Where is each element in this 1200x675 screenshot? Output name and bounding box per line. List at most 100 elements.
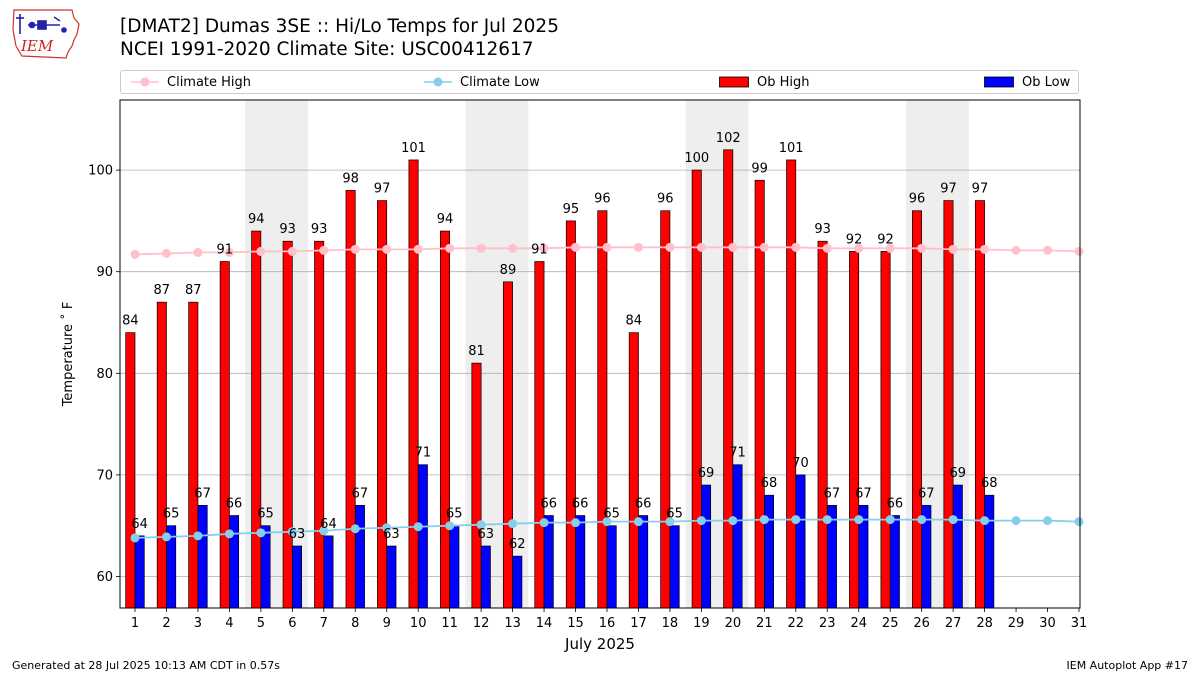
ob-high-label: 96 bbox=[657, 192, 674, 207]
x-tick-label: 22 bbox=[788, 616, 805, 631]
x-tick-label: 9 bbox=[383, 616, 391, 631]
x-axis-label: July 2025 bbox=[564, 635, 635, 653]
x-tick-label: 14 bbox=[536, 616, 553, 631]
ob-low-label: 68 bbox=[761, 476, 778, 491]
y-axis-label: Temperature ˚ F bbox=[60, 302, 76, 408]
ob-low-bar bbox=[984, 494, 995, 609]
ob-high-label: 91 bbox=[531, 243, 548, 258]
climate-high-point bbox=[759, 242, 769, 252]
climate-high-point bbox=[1074, 246, 1084, 256]
ob-low-label: 63 bbox=[383, 527, 400, 542]
ob-low-label: 67 bbox=[352, 486, 369, 501]
ob-low-bar bbox=[386, 545, 397, 609]
climate-low-point bbox=[161, 532, 171, 542]
climate-low-point bbox=[885, 515, 895, 525]
x-tick-label: 12 bbox=[473, 616, 490, 631]
climate-high-point bbox=[382, 244, 392, 254]
ob-low-label: 66 bbox=[887, 497, 904, 512]
x-tick-label: 28 bbox=[976, 616, 993, 631]
climate-low-point bbox=[1011, 516, 1021, 526]
climate-low-point bbox=[476, 520, 486, 530]
climate-high-point bbox=[665, 242, 675, 252]
x-tick-label: 7 bbox=[320, 616, 328, 631]
x-tick-label: 24 bbox=[850, 616, 867, 631]
ob-low-label: 71 bbox=[415, 446, 432, 461]
climate-high-point bbox=[822, 243, 832, 253]
ob-low-bar bbox=[669, 525, 680, 609]
climate-low-point bbox=[382, 523, 392, 533]
legend-label-ob-low: Ob Low bbox=[1022, 74, 1071, 90]
legend-item-ob-high: Ob High bbox=[719, 71, 810, 93]
climate-low-point bbox=[791, 515, 801, 525]
ob-low-bar bbox=[229, 515, 240, 609]
climate-high-point bbox=[791, 242, 801, 252]
climate-high-point bbox=[445, 243, 455, 253]
climate-low-point bbox=[602, 517, 612, 527]
x-tick-label: 13 bbox=[504, 616, 521, 631]
climate-low-point bbox=[665, 517, 675, 527]
climate-low-point bbox=[287, 527, 297, 537]
ob-low-bar bbox=[952, 484, 963, 609]
ob-high-bar bbox=[408, 159, 419, 609]
ob-high-bar bbox=[502, 281, 513, 609]
x-tick-label: 15 bbox=[567, 616, 584, 631]
ob-high-bar bbox=[943, 200, 954, 609]
ob-high-label: 92 bbox=[877, 232, 894, 247]
x-tick-label: 1 bbox=[131, 616, 139, 631]
climate-low-point bbox=[633, 517, 643, 527]
footer-app: IEM Autoplot App #17 bbox=[1066, 659, 1189, 672]
ob-low-bar bbox=[480, 545, 491, 609]
climate-low-point bbox=[571, 518, 581, 528]
ob-high-bar bbox=[125, 332, 136, 609]
climate-high-point bbox=[633, 242, 643, 252]
logo-text: IEM bbox=[20, 37, 54, 55]
climate-high-point bbox=[539, 243, 549, 253]
legend-item-ob-low: Ob Low bbox=[984, 71, 1070, 93]
ob-high-bar bbox=[880, 251, 891, 609]
ob-high-bar bbox=[219, 261, 230, 609]
x-tick-label: 16 bbox=[599, 616, 616, 631]
ob-high-label: 92 bbox=[846, 232, 863, 247]
climate-low-point bbox=[413, 522, 423, 532]
ob-low-bar bbox=[197, 505, 208, 609]
climate-high-point bbox=[476, 243, 486, 253]
plot-frame bbox=[119, 99, 1081, 609]
climate-low-point bbox=[1074, 517, 1084, 527]
ob-high-label: 96 bbox=[594, 192, 611, 207]
y-tick-label: 70 bbox=[96, 468, 113, 483]
legend-label-climate-low: Climate Low bbox=[460, 74, 540, 90]
ob-low-bar bbox=[260, 525, 271, 609]
ob-low-bar bbox=[795, 474, 806, 609]
x-tick-label: 8 bbox=[351, 616, 359, 631]
climate-low-point bbox=[193, 531, 203, 541]
ob-low-label: 63 bbox=[289, 527, 306, 542]
ob-high-label: 101 bbox=[779, 141, 804, 156]
ob-high-label: 94 bbox=[437, 212, 454, 227]
ob-low-label: 66 bbox=[635, 497, 652, 512]
climate-high-point bbox=[287, 246, 297, 256]
climate-high-point bbox=[256, 246, 266, 256]
x-tick-label: 6 bbox=[288, 616, 296, 631]
legend: Climate High Climate Low Ob High Ob Low bbox=[120, 70, 1079, 94]
ob-low-bar bbox=[763, 494, 774, 609]
ob-high-label: 97 bbox=[972, 182, 989, 197]
ob-high-bar bbox=[912, 210, 923, 609]
ob-low-bar bbox=[889, 515, 900, 609]
ob-low-label: 66 bbox=[540, 497, 557, 512]
climate-high-point bbox=[728, 242, 738, 252]
ob-low-label: 67 bbox=[918, 486, 935, 501]
ob-low-label: 71 bbox=[729, 446, 746, 461]
climate-high-point bbox=[224, 247, 234, 257]
ob-low-bar bbox=[323, 535, 334, 609]
legend-item-climate-low: Climate Low bbox=[424, 71, 540, 93]
x-tick-label: 19 bbox=[693, 616, 710, 631]
x-tick-label: 20 bbox=[725, 616, 742, 631]
x-tick-label: 29 bbox=[1008, 616, 1025, 631]
ob-high-bar bbox=[974, 200, 985, 609]
ob-low-label: 65 bbox=[666, 507, 683, 522]
ob-high-bar bbox=[628, 332, 639, 609]
ob-high-bar bbox=[251, 230, 262, 609]
climate-high-point bbox=[161, 248, 171, 258]
x-tick-label: 30 bbox=[1039, 616, 1056, 631]
climate-high-point bbox=[696, 242, 706, 252]
